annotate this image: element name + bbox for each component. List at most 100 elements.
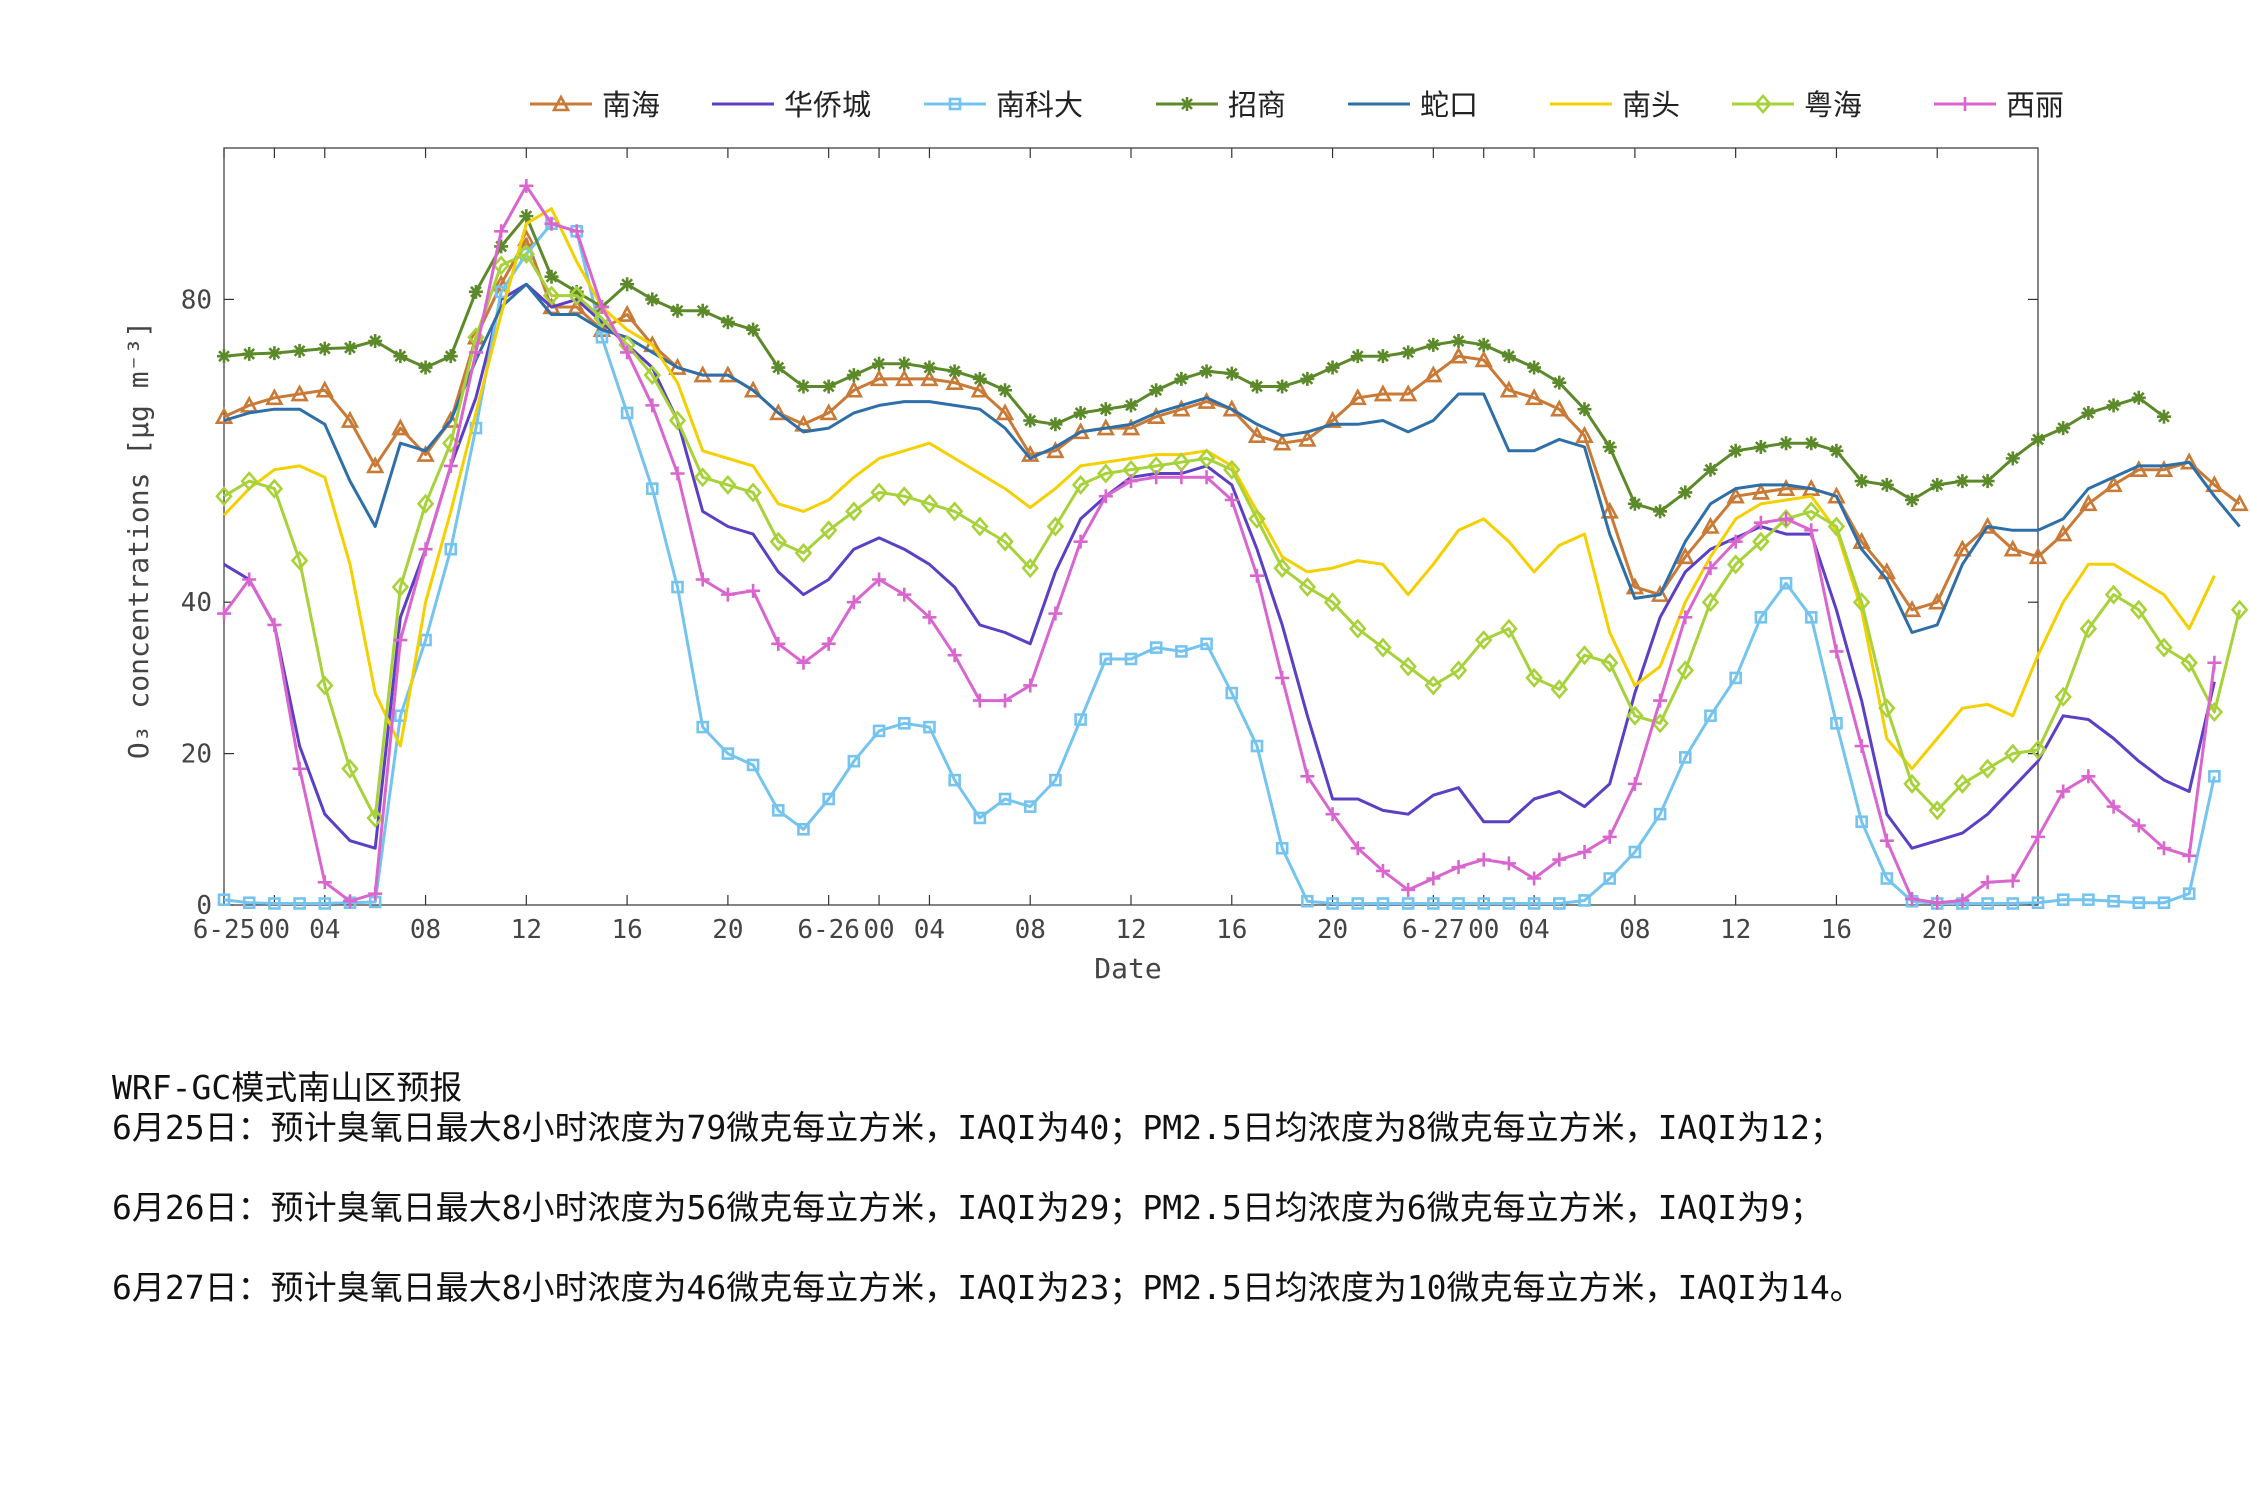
data-point [1958, 97, 1972, 111]
x-tick-label: 08 [1619, 915, 1650, 945]
data-point [1653, 807, 1667, 821]
data-point [1098, 402, 1113, 417]
data-point [846, 368, 861, 383]
data-point [391, 418, 410, 436]
y-tick-label: 20 [181, 740, 212, 770]
data-point [1728, 534, 1743, 549]
data-point [1449, 346, 1468, 364]
x-tick-label: 00 [259, 915, 290, 945]
data-point [318, 897, 332, 910]
data-point [268, 897, 281, 910]
data-point [1180, 97, 1194, 111]
data-point [872, 572, 887, 587]
data-point [1575, 645, 1594, 666]
data-point [1577, 402, 1592, 417]
data-point [1149, 470, 1164, 485]
data-point [998, 792, 1012, 806]
data-point [1880, 872, 1894, 885]
data-point [1376, 897, 1390, 910]
data-point [1298, 429, 1317, 447]
data-point [821, 379, 836, 394]
forecast-day-1: 6月25日：预计臭氧日最大8小时浓度为79微克每立方米，IAQI为40；PM2.… [112, 1108, 1843, 1147]
data-point [416, 444, 435, 462]
data-point [1325, 360, 1340, 375]
data-point [1172, 399, 1191, 417]
data-point [973, 811, 987, 825]
data-point [418, 360, 433, 375]
x-tick-label: 6-26 [797, 915, 860, 945]
data-point [1121, 418, 1141, 436]
data-point [517, 244, 536, 264]
data-point [1704, 709, 1717, 723]
data-point [1752, 531, 1770, 552]
data-point [418, 542, 433, 557]
x-tick-label: 12 [1115, 915, 1146, 945]
data-point [1200, 637, 1213, 651]
x-tick-label: 6-27 [1402, 915, 1465, 945]
data-point [819, 520, 838, 541]
data-point [2156, 409, 2171, 424]
data-point [769, 531, 788, 552]
data-point [1273, 558, 1291, 579]
data-point [2079, 494, 2098, 512]
legend-item: 粤海 [1732, 88, 1862, 122]
data-point [1476, 852, 1491, 867]
data-point [1452, 897, 1465, 910]
data-point [316, 675, 334, 696]
data-point [1804, 611, 1818, 624]
data-point [595, 330, 609, 344]
data-point [1701, 592, 1720, 613]
data-point [2031, 829, 2045, 844]
data-point [1879, 833, 1894, 848]
data-point [796, 379, 811, 394]
data-point [895, 369, 914, 387]
data-point [1149, 641, 1163, 654]
data-point [1953, 539, 1972, 557]
legend-label: 蛇口 [1420, 88, 1478, 122]
data-point [671, 580, 684, 594]
data-point [217, 893, 231, 907]
data-point [819, 403, 838, 421]
data-point [317, 875, 332, 890]
data-point [1726, 554, 1745, 575]
data-point [2054, 686, 2072, 707]
data-point [2182, 887, 2196, 900]
data-point [2104, 475, 2123, 493]
data-point [293, 897, 306, 910]
data-point [1903, 773, 1921, 794]
legend-label: 南海 [602, 88, 660, 122]
data-point [695, 572, 710, 587]
data-point [2004, 743, 2022, 764]
data-point [821, 636, 836, 651]
data-point [1776, 478, 1796, 496]
data-point [1399, 656, 1417, 677]
data-point [719, 474, 737, 495]
data-point [1830, 717, 1843, 730]
data-point [1602, 440, 1617, 455]
data-point [1351, 897, 1365, 910]
data-point [1553, 897, 1566, 910]
data-point [693, 467, 712, 488]
series-3 [217, 217, 2221, 910]
data-point [620, 406, 634, 420]
data-point [696, 720, 709, 734]
data-point [317, 341, 332, 356]
data-point [2056, 421, 2071, 436]
data-point [1754, 94, 1772, 114]
data-point [1350, 841, 1365, 856]
data-point [1049, 773, 1062, 787]
data-point [1451, 860, 1466, 875]
data-point [419, 633, 432, 647]
data-point [1124, 398, 1138, 413]
data-point [1603, 872, 1616, 885]
data-point [1172, 452, 1191, 473]
data-point [1953, 773, 1972, 794]
data-point [1527, 897, 1541, 910]
data-point [1350, 349, 1365, 364]
data-point [1476, 337, 1491, 352]
data-point [1855, 815, 1868, 829]
data-point [645, 398, 660, 413]
data-point [996, 531, 1014, 552]
data-point [1424, 365, 1443, 383]
data-point [468, 284, 483, 299]
